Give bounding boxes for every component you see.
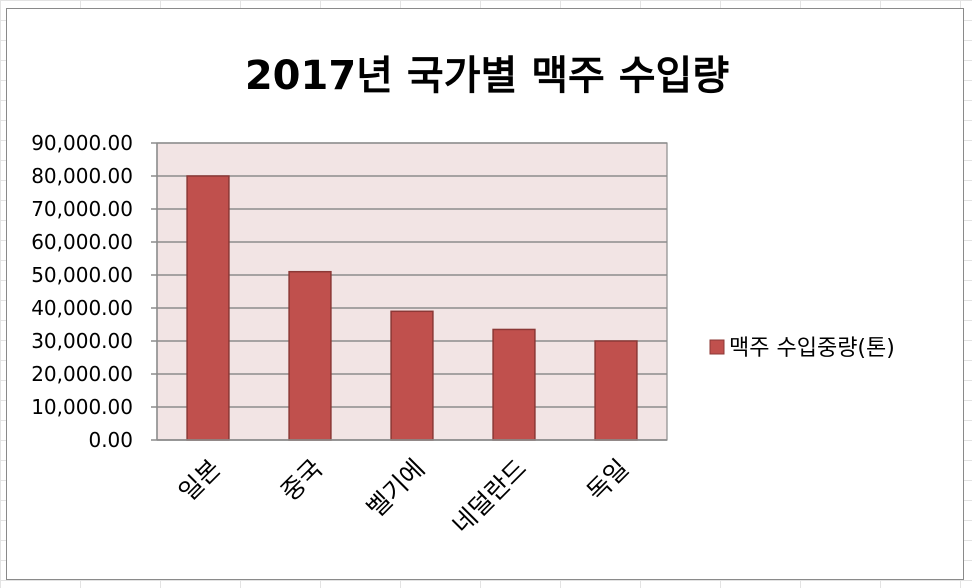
y-tick-label: 30,000.00 <box>31 329 133 353</box>
legend-swatch <box>709 339 725 355</box>
y-tick-label: 70,000.00 <box>31 197 133 221</box>
x-category-label: 네덜란드 <box>447 454 533 540</box>
bar <box>594 340 638 441</box>
y-tick-label: 40,000.00 <box>31 296 133 320</box>
bars <box>186 175 638 441</box>
bar <box>186 175 230 441</box>
x-category-label: 독일 <box>581 454 634 507</box>
y-tick-label: 10,000.00 <box>31 395 133 419</box>
chart-title: 2017년 국가별 맥주 수입량 <box>245 53 730 99</box>
y-tick-label: 0.00 <box>88 428 133 452</box>
x-category-label: 일본 <box>173 454 226 507</box>
bar <box>390 310 434 441</box>
legend-label: 맥주 수입중량(톤) <box>729 336 895 361</box>
y-axis-tick-labels: 0.00 10,000.00 20,000.00 30,000.00 40,000.00… <box>31 131 133 452</box>
plot-border <box>156 142 668 441</box>
bar <box>492 328 536 441</box>
y-tick-label: 50,000.00 <box>31 263 133 287</box>
bar-chart: 2017년 국가별 맥주 수입량 0.00 10,000.00 20,000.00 3… <box>31 53 895 540</box>
axes <box>156 142 668 441</box>
x-category-label: 중국 <box>275 454 328 507</box>
x-category-label: 벨기에 <box>361 454 430 523</box>
chart-container[interactable]: 2017년 국가별 맥주 수입량 0.00 10,000.00 20,000.00 3… <box>6 8 964 580</box>
y-tick-label: 90,000.00 <box>31 131 133 155</box>
y-tick-label: 20,000.00 <box>31 362 133 386</box>
y-tick-label: 60,000.00 <box>31 230 133 254</box>
legend: 맥주 수입중량(톤) <box>709 336 895 361</box>
bar <box>288 270 332 441</box>
y-tick-label: 80,000.00 <box>31 164 133 188</box>
x-axis-category-labels: 일본 중국 벨기에 네덜란드 독일 <box>173 454 634 540</box>
